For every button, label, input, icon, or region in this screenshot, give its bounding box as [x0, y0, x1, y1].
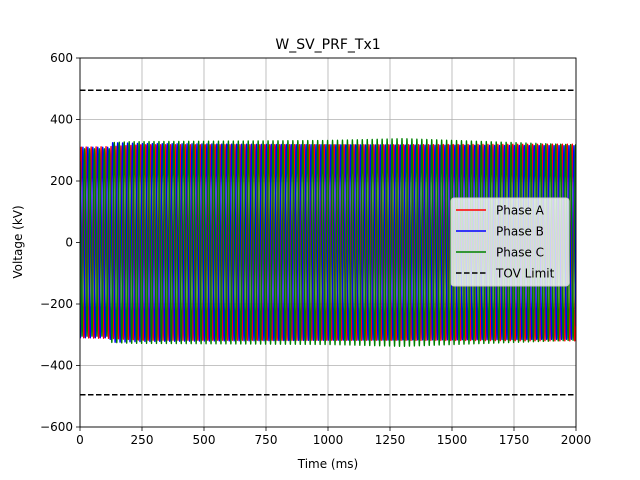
x-tick-label: 1250: [375, 433, 406, 447]
x-tick-label: 2000: [561, 433, 592, 447]
series-phase-a: [80, 143, 576, 342]
legend-label: Phase A: [496, 204, 545, 218]
x-tick-label: 1000: [313, 433, 344, 447]
y-tick-label: 200: [50, 174, 73, 188]
legend: Phase A Phase B Phase C TOV Limit: [450, 197, 570, 287]
x-tick-label: 0: [76, 433, 84, 447]
legend-label: TOV Limit: [495, 267, 555, 281]
x-tick-label: 1750: [499, 433, 530, 447]
legend-label: Phase C: [496, 246, 544, 260]
series-layer: [80, 89, 576, 396]
y-tick-label: −400: [40, 359, 73, 373]
y-tick-label: 600: [50, 51, 73, 65]
x-tick-label: 750: [255, 433, 278, 447]
x-tick-label: 500: [193, 433, 216, 447]
series-phase-c: [80, 137, 576, 347]
y-tick-label: 0: [65, 236, 73, 250]
x-axis: 0 250 500 750 1000 1250 1500 1750 2000: [76, 427, 591, 447]
x-axis-label: Time (ms): [297, 457, 359, 471]
y-tick-label: 400: [50, 113, 73, 127]
x-tick-label: 1500: [437, 433, 468, 447]
y-axis: −600 −400 −200 0 200 400 600: [40, 51, 80, 434]
legend-box: [450, 197, 570, 287]
y-axis-label: Voltage (kV): [11, 205, 25, 278]
legend-label: Phase B: [496, 225, 544, 239]
y-tick-label: −600: [40, 420, 73, 434]
y-tick-label: −200: [40, 297, 73, 311]
x-tick-label: 250: [131, 433, 154, 447]
chart-title: W_SV_PRF_Tx1: [275, 37, 380, 53]
